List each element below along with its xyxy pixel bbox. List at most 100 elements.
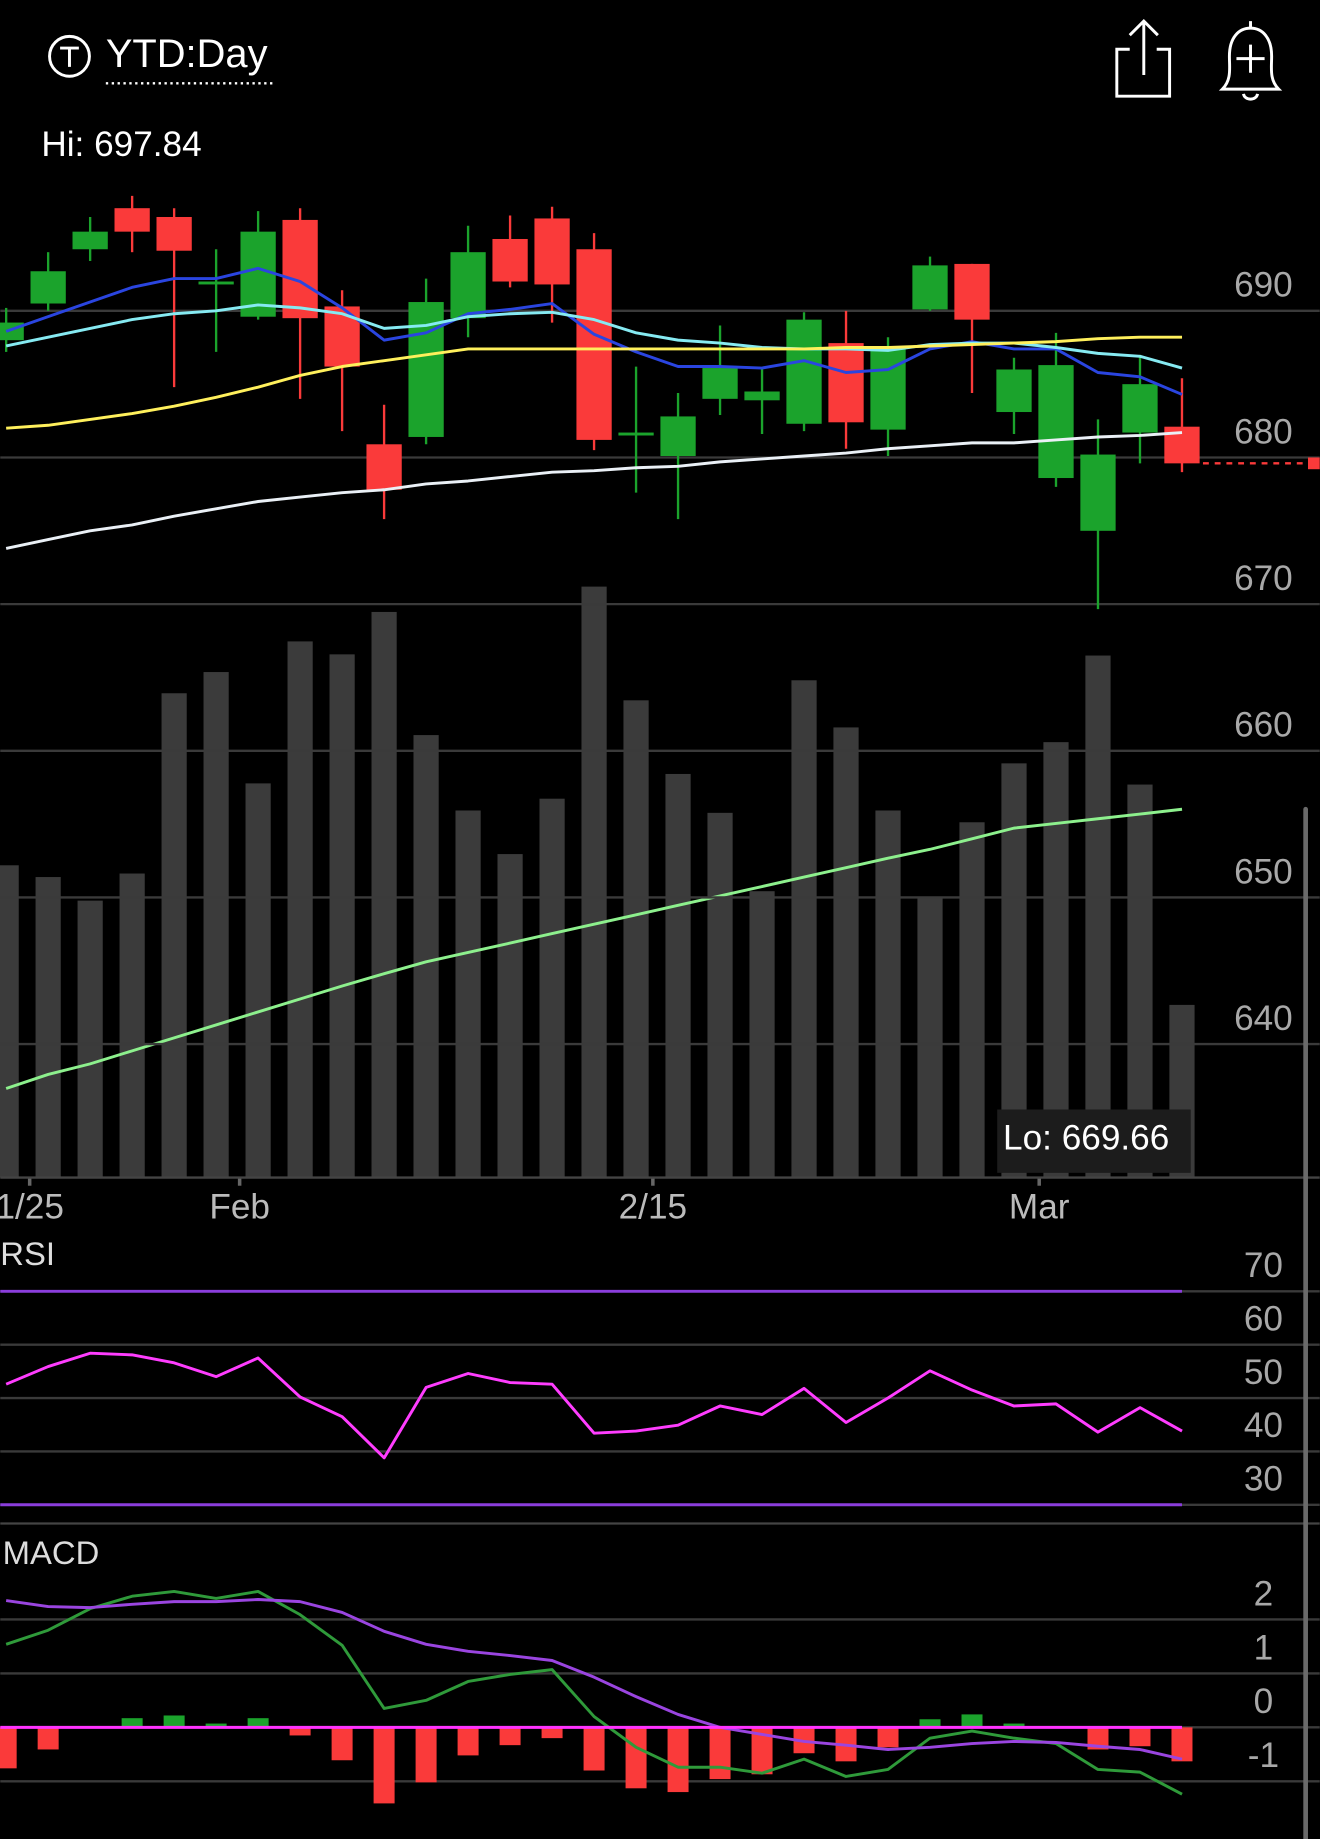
histogram-bar [121, 1718, 143, 1728]
ticker-icon [48, 34, 91, 78]
volume-bar [0, 865, 19, 1178]
volume-bar [77, 900, 103, 1178]
moving-average [6, 335, 1183, 430]
y-tick-label: 2 [1254, 1574, 1274, 1613]
histogram-bar [1003, 1723, 1025, 1728]
timeframe-title: YTD:Day [106, 32, 268, 76]
volume-bar [581, 586, 607, 1178]
volume-bar [497, 854, 523, 1178]
histogram-bar [919, 1719, 941, 1728]
candle-body [954, 263, 990, 320]
alert-button[interactable] [1218, 21, 1283, 101]
volume-bar [119, 873, 145, 1178]
candle-body [534, 218, 570, 285]
share-button[interactable] [1115, 19, 1172, 98]
candle-body [30, 271, 66, 304]
indicator-line [5, 1598, 1183, 1761]
histogram-bar [667, 1727, 689, 1793]
y-tick-label: 650 [1234, 852, 1293, 891]
y-tick-label: 690 [1234, 266, 1293, 305]
candle-body [702, 368, 738, 399]
volume-bar [1043, 742, 1069, 1178]
histogram-bar [247, 1718, 269, 1728]
volume-bar [917, 897, 943, 1178]
volume-bar [623, 700, 649, 1178]
volume-bar [1085, 655, 1111, 1178]
histogram-bar [751, 1727, 773, 1775]
candle-body [660, 416, 696, 457]
histogram-bar [1129, 1727, 1151, 1747]
volume-bar [875, 810, 901, 1178]
x-tick-label: 2/15 [619, 1187, 687, 1226]
histogram-bar [331, 1727, 353, 1761]
histogram-bar [499, 1727, 521, 1746]
histogram-bar [0, 1727, 17, 1769]
histogram-bar [289, 1727, 311, 1736]
bell [1218, 26, 1283, 91]
candle-body [324, 306, 360, 367]
y-tick-label: 0 [1254, 1682, 1274, 1721]
y-tick-label: 40 [1244, 1406, 1283, 1445]
y-tick-label: 30 [1244, 1460, 1283, 1499]
y-tick-label: 50 [1244, 1353, 1283, 1392]
macd-title: MACD [3, 1534, 100, 1571]
x-tick-label: 1/25 [0, 1187, 64, 1226]
histogram-bar [541, 1727, 563, 1739]
candle-body [198, 281, 234, 285]
volume-bar [35, 877, 61, 1178]
candle-body [72, 231, 108, 250]
candle-body [240, 231, 276, 317]
histogram-bar [709, 1727, 731, 1780]
indicator-line [5, 1351, 1183, 1460]
candle-body [786, 319, 822, 424]
y-tick-label: 640 [1234, 999, 1293, 1038]
ticker-icon-letter [60, 46, 79, 67]
current-price-tab [1307, 457, 1320, 470]
candle-body [828, 343, 864, 423]
share-arrow [1128, 19, 1159, 76]
volume-bar [203, 672, 229, 1178]
volume-bar [833, 727, 859, 1178]
candle-body [912, 265, 948, 310]
candle-body [870, 348, 906, 430]
bell-detail [1236, 21, 1265, 101]
volume-bar [287, 641, 313, 1178]
candle-body [576, 249, 612, 440]
x-tick-label: Mar [1009, 1187, 1070, 1226]
volume-bar [791, 680, 817, 1178]
volume-bar [1001, 763, 1027, 1178]
y-tick-label: 70 [1244, 1246, 1283, 1285]
histogram-bar [37, 1727, 59, 1750]
volume-bar [413, 735, 439, 1178]
high-label: Hi: 697.84 [41, 125, 201, 164]
moving-average [5, 431, 1183, 550]
histogram-bar [877, 1727, 899, 1748]
timeframe-selector[interactable]: YTD:Day [48, 32, 275, 85]
candle-body [1038, 365, 1074, 479]
rsi-title: RSI [0, 1235, 55, 1272]
volume-average [5, 807, 1183, 1090]
y-tick-label: 60 [1244, 1300, 1283, 1339]
candle-body [1080, 454, 1116, 531]
volume-bar [245, 783, 271, 1178]
low-label-box [997, 1109, 1191, 1173]
share-box [1115, 47, 1172, 98]
candle-body [1122, 384, 1158, 433]
y-tick-label: 680 [1234, 412, 1293, 451]
y-tick-label: -1 [1248, 1736, 1279, 1775]
y-tick-label: 1 [1254, 1628, 1274, 1667]
histogram-bar [1171, 1727, 1193, 1762]
front-layer: 1/25 Feb 2/15 Mar 640 650 660 670 680 690 30 40 50 60… [0, 195, 1320, 1804]
candle-body [366, 444, 402, 490]
histogram-bar [1087, 1727, 1109, 1750]
histogram-bar [373, 1727, 395, 1804]
indicator-line [5, 1589, 1183, 1796]
histogram-bar [415, 1727, 437, 1783]
volume-bar [707, 812, 733, 1178]
y-tick-label: 670 [1234, 559, 1293, 598]
histogram-bar [583, 1727, 605, 1771]
volume-bar [371, 611, 397, 1178]
